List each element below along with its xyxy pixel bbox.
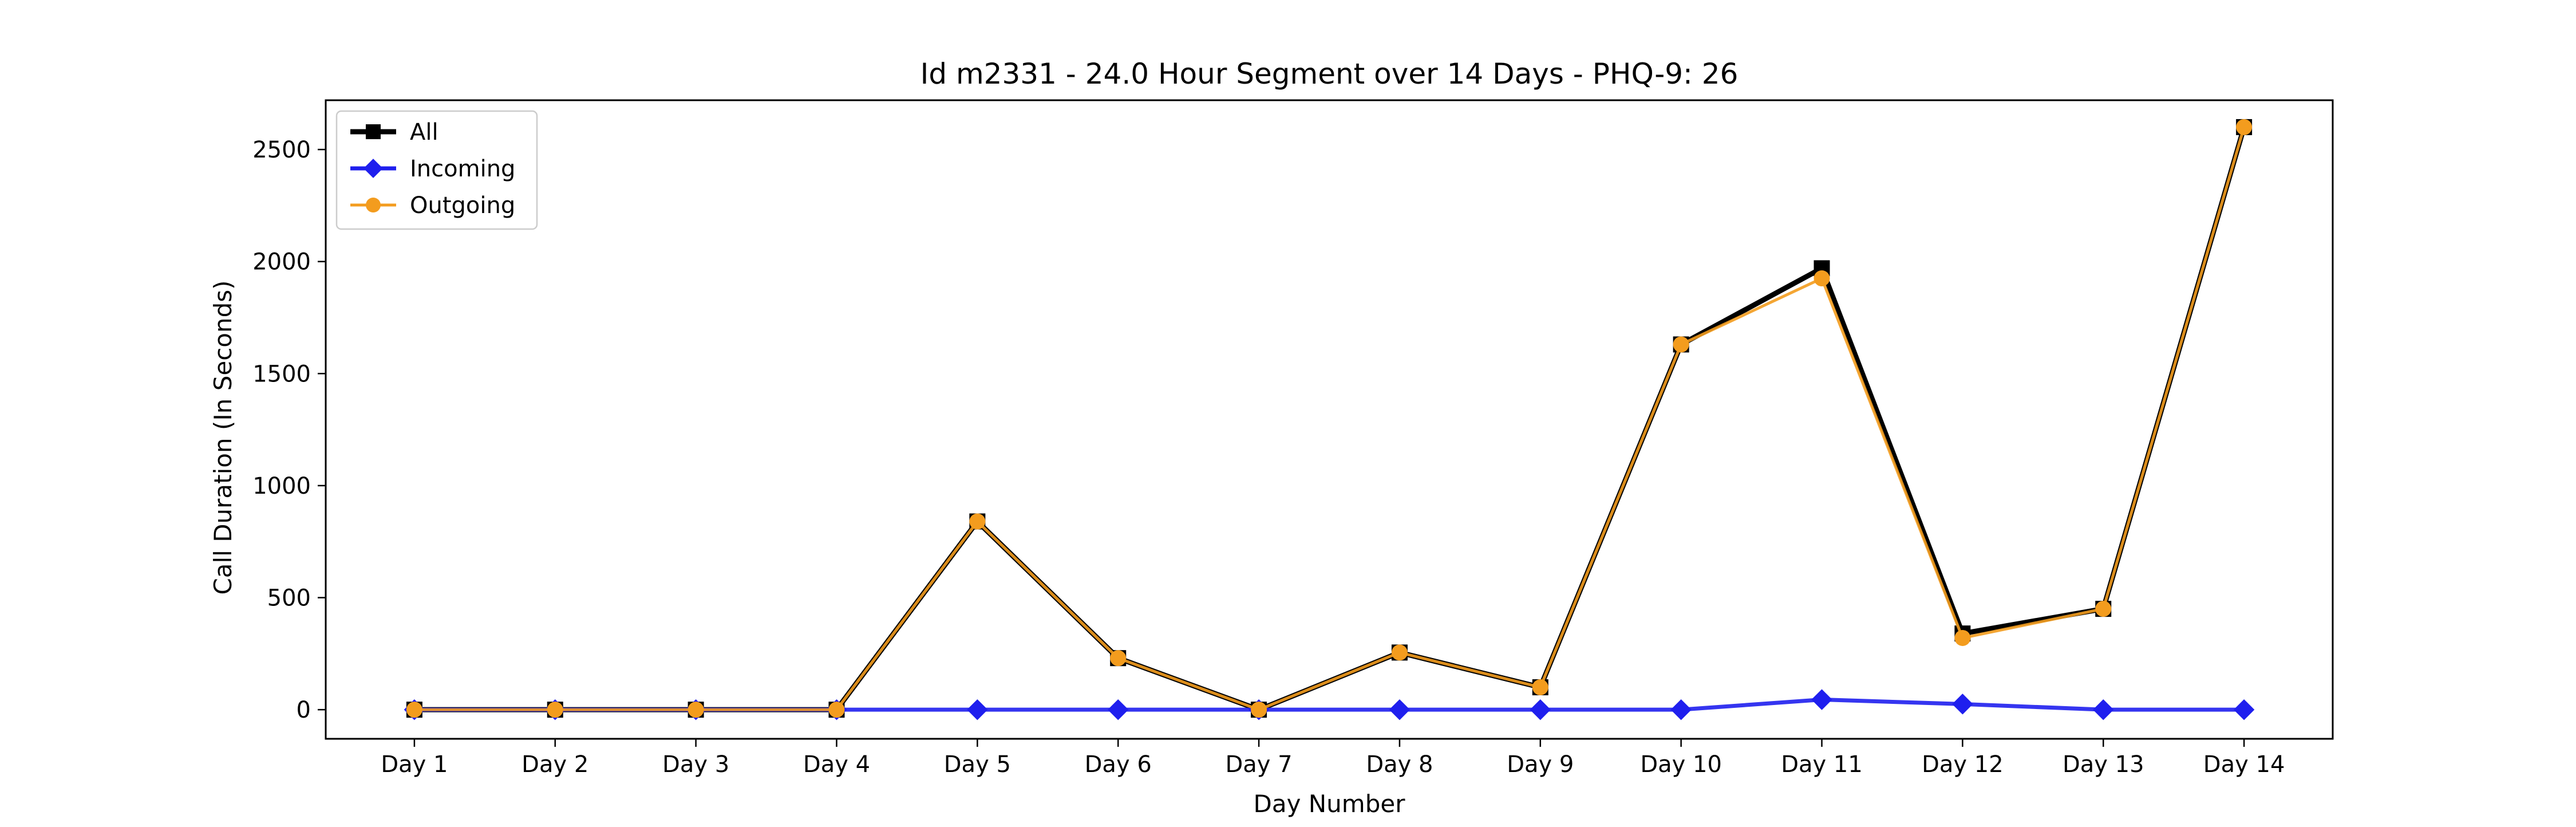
series-all	[406, 119, 2253, 718]
x-tick-label: Day 10	[1640, 751, 1722, 778]
plot-area	[325, 99, 2334, 740]
series-outgoing	[406, 119, 2253, 718]
data-point-incoming	[1389, 699, 1411, 720]
data-point-outgoing	[969, 513, 986, 530]
data-point-outgoing	[2236, 119, 2253, 135]
data-point-outgoing	[1954, 629, 1971, 646]
data-point-incoming	[967, 699, 988, 720]
data-point-incoming	[2093, 699, 2114, 720]
data-point-outgoing	[1251, 702, 1267, 718]
y-tick-label: 1000	[252, 473, 311, 499]
legend-item-all: All	[350, 119, 438, 145]
x-tick-label: Day 4	[803, 751, 870, 778]
legend-marker	[364, 159, 383, 178]
x-tick-label: Day 7	[1225, 751, 1292, 778]
chart-title: Id m2331 - 24.0 Hour Segment over 14 Day…	[920, 57, 1739, 90]
x-tick-label: Day 3	[662, 751, 729, 778]
legend-marker	[366, 198, 381, 212]
data-point-outgoing	[1532, 679, 1548, 696]
data-point-incoming	[1530, 699, 1551, 720]
y-tick-label: 1500	[252, 361, 311, 387]
y-tick-label: 2500	[252, 137, 311, 163]
data-point-outgoing	[547, 702, 563, 718]
y-tick-label: 500	[267, 585, 311, 612]
x-tick-label: Day 9	[1507, 751, 1574, 778]
x-tick-label: Day 13	[2063, 751, 2144, 778]
legend-marker	[366, 124, 381, 139]
data-point-incoming	[1670, 699, 1692, 720]
x-tick-label: Day 6	[1085, 751, 1152, 778]
data-point-outgoing	[1110, 650, 1127, 667]
y-tick-label: 0	[297, 697, 311, 723]
data-point-outgoing	[828, 702, 845, 718]
x-axis-label: Day Number	[1253, 790, 1405, 818]
legend-label: Outgoing	[410, 192, 515, 219]
x-tick-label: Day 1	[381, 751, 448, 778]
data-point-incoming	[1108, 699, 1129, 720]
data-point-outgoing	[1673, 336, 1689, 353]
y-tick-label: 2000	[252, 249, 311, 275]
x-tick-label: Day 8	[1366, 751, 1433, 778]
x-tick-label: Day 11	[1781, 751, 1863, 778]
y-axis-label: Call Duration (In Seconds)	[209, 280, 237, 594]
legend-box	[335, 110, 538, 230]
legend-label: Incoming	[410, 156, 515, 182]
data-point-outgoing	[1814, 270, 1830, 287]
data-point-incoming	[2233, 699, 2255, 720]
series-line-all	[414, 126, 2247, 712]
x-axis-ticks: Day 1 Day 2 Day 3 Day 4 Day 5 Day 6 Day 7 Day 8…	[381, 739, 2285, 778]
data-point-incoming	[1952, 694, 1973, 715]
legend-label: All	[410, 119, 438, 145]
x-tick-label: Day 5	[944, 751, 1011, 778]
series-group	[404, 119, 2255, 720]
data-point-outgoing	[1391, 644, 1408, 661]
data-point-outgoing	[406, 702, 422, 718]
data-point-incoming	[1811, 689, 1832, 710]
legend: All Incoming Outgoing	[335, 110, 538, 230]
x-tick-label: Day 2	[521, 751, 588, 778]
plot-frame	[325, 99, 2334, 740]
y-axis-ticks: 0 500 1000 1500 2000 2500	[252, 137, 326, 723]
legend-item-outgoing: Outgoing	[350, 192, 515, 219]
x-tick-label: Day 12	[1922, 751, 2004, 778]
x-tick-label: Day 14	[2203, 751, 2285, 778]
data-point-outgoing	[2095, 601, 2112, 617]
data-point-outgoing	[688, 702, 704, 718]
series-incoming	[404, 689, 2255, 720]
legend-item-incoming: Incoming	[350, 156, 515, 182]
series-line-outgoing	[414, 127, 2246, 711]
